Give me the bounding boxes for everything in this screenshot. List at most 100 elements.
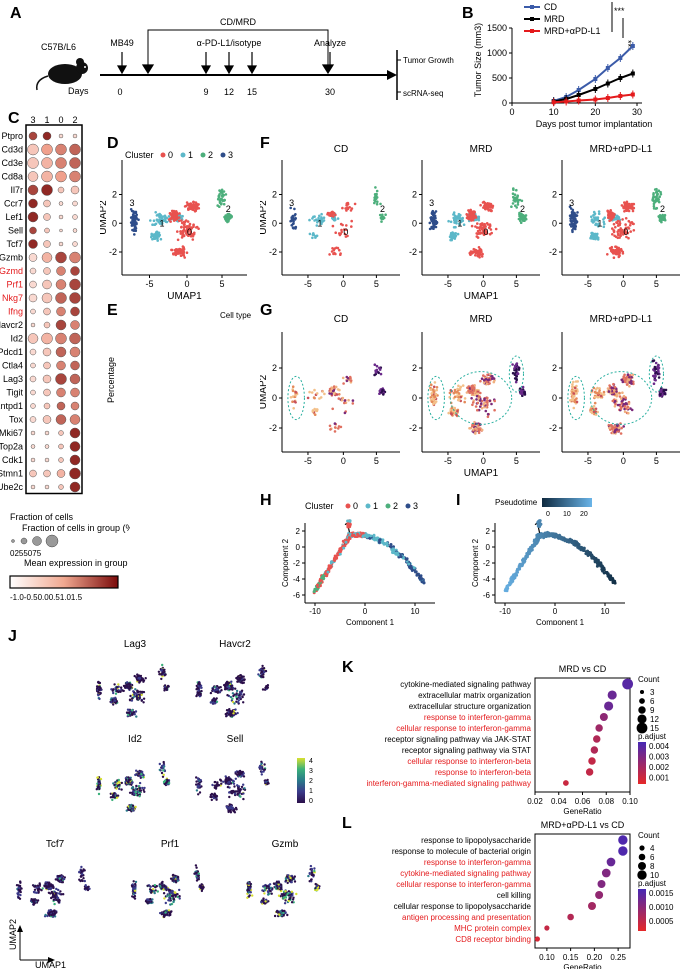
- c-dot: [70, 401, 80, 411]
- f1-point-c2: [522, 219, 526, 222]
- d-xtick-label: 5: [219, 279, 224, 289]
- f2-point-c1: [597, 212, 601, 216]
- j-point-Lag3: [117, 690, 120, 694]
- f2-point-c1: [597, 210, 601, 213]
- h-point: [420, 580, 424, 584]
- i-point: [544, 532, 548, 536]
- j-point-Lag3: [160, 673, 163, 676]
- g2-point-c2: [663, 392, 666, 395]
- j-point-Havcr2: [238, 696, 242, 699]
- i-point: [593, 558, 597, 561]
- g0-point-c0: [329, 428, 332, 431]
- g-title-2: MRD+αPD-L1: [590, 314, 653, 325]
- f0-point-c0: [331, 224, 335, 228]
- h-point: [412, 566, 416, 570]
- d-point-c1: [152, 219, 156, 222]
- f2-point-c1: [616, 214, 619, 218]
- g2-point-c0: [625, 380, 629, 383]
- d-legend-3: 3: [228, 150, 233, 160]
- f1-point-c2: [518, 213, 521, 216]
- j-point-Lag3: [95, 685, 99, 688]
- d-point-c0: [192, 232, 196, 236]
- j-point-Lag3: [136, 679, 139, 682]
- d-point-c0: [169, 212, 172, 215]
- f2-point-c3: [576, 211, 579, 214]
- j-point-Id2: [162, 763, 165, 766]
- g2-point-c3: [575, 400, 579, 404]
- f1-point-c3: [430, 225, 433, 229]
- f2-point-c2: [655, 195, 658, 199]
- f0-point-c1: [321, 219, 325, 223]
- g2-ytick-label: 2: [552, 363, 557, 373]
- g1-point-c0: [486, 396, 489, 400]
- j-point-Lag3: [125, 684, 128, 688]
- f0-point-c1: [314, 218, 318, 221]
- c-dot: [30, 308, 36, 315]
- g2-point-c0: [623, 404, 627, 408]
- c-dot: [43, 213, 51, 221]
- d-point-c0: [176, 238, 180, 242]
- j-point-Havcr2: [242, 681, 245, 684]
- f1-point-c1: [458, 223, 461, 226]
- g2-point-c3: [572, 392, 576, 395]
- f0-ytick-label: 2: [272, 190, 277, 200]
- f2-point-c0: [615, 221, 619, 225]
- g0-point-c0: [341, 376, 345, 380]
- g1-point-c0: [473, 420, 476, 424]
- d-point-c0: [180, 219, 183, 222]
- day-0: 0: [117, 87, 122, 97]
- c-dot: [58, 484, 64, 490]
- c-dot: [30, 389, 36, 396]
- g1-point-c3: [430, 392, 433, 395]
- g0-point-c0: [331, 389, 335, 393]
- g2-point-c2: [654, 361, 658, 365]
- c-gene-label: Mki67: [0, 428, 23, 438]
- g0-point-c0: [337, 427, 340, 430]
- g1-xtick-label: 0: [481, 456, 486, 466]
- j-point-Havcr2: [242, 693, 246, 696]
- j-point-Lag3: [139, 674, 143, 678]
- c-dot: [69, 467, 81, 480]
- f2-point-c0: [624, 223, 627, 226]
- j-point-Havcr2: [224, 712, 227, 716]
- g0-point-c2: [374, 371, 378, 374]
- h-point: [348, 519, 352, 523]
- f1-point-c0: [489, 205, 492, 209]
- f0-cl-3: 3: [289, 198, 294, 208]
- f1-point-c2: [510, 205, 513, 208]
- g2-point-c1: [593, 401, 597, 405]
- h-point: [361, 532, 365, 536]
- f1-xtick-label: 0: [481, 279, 486, 289]
- j-point-Lag3: [97, 680, 100, 684]
- g2-point-c2: [652, 359, 656, 362]
- g1-point-c0: [471, 392, 474, 395]
- g1-point-c0: [479, 391, 482, 395]
- g2-point-c0: [620, 400, 624, 403]
- f0-point-c0: [330, 250, 334, 253]
- f1-point-c0: [470, 224, 474, 228]
- g0-point-c0: [339, 425, 343, 429]
- g1-point-c1: [476, 390, 480, 394]
- f0-point-c1: [333, 218, 336, 221]
- f2-point-c1: [590, 231, 593, 235]
- i-point: [553, 535, 557, 539]
- i-point: [552, 532, 556, 536]
- f2-point-c3: [569, 207, 573, 210]
- f0-point-c0: [339, 252, 342, 255]
- j-point-Lag3: [142, 701, 145, 704]
- d-legend-title: Cluster: [125, 150, 154, 160]
- f2-point-c0: [606, 210, 609, 213]
- h-point: [372, 535, 376, 538]
- j-point-Havcr2: [226, 694, 229, 697]
- j-point-Id2: [143, 786, 146, 790]
- f2-point-c1: [602, 225, 606, 229]
- h-point: [320, 575, 324, 579]
- f1-point-c0: [489, 228, 493, 231]
- h-legend-label-2: 2: [393, 501, 398, 511]
- f1-point-c0: [476, 222, 479, 225]
- f1-point-c0: [470, 219, 473, 222]
- i-point: [538, 525, 541, 529]
- g1-point-c0: [486, 403, 489, 407]
- b-point: [593, 97, 598, 102]
- c-dot: [58, 201, 64, 206]
